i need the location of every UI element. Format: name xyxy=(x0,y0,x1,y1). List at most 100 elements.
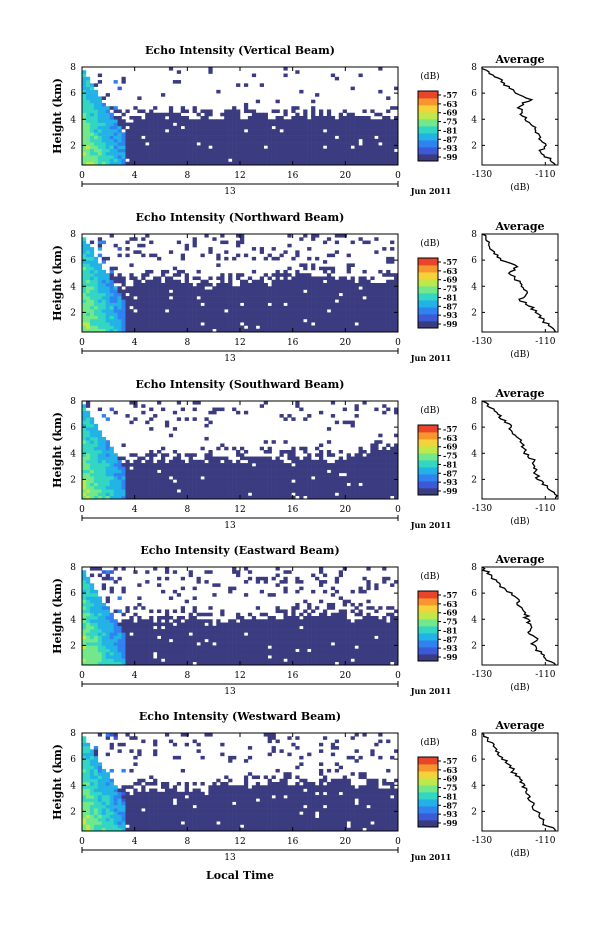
heatmap-cell xyxy=(322,309,328,313)
heatmap-cell xyxy=(164,629,170,633)
heatmap-cell xyxy=(386,161,391,166)
heatmap-cell xyxy=(204,299,209,303)
heatmap-cell xyxy=(382,456,387,461)
heatmap-cell xyxy=(370,283,375,287)
heatmap-cell xyxy=(283,463,288,467)
heatmap-cell xyxy=(101,459,106,464)
heatmap-cell xyxy=(188,135,193,140)
heatmap-cell xyxy=(184,151,189,156)
heatmap-cell xyxy=(283,328,288,333)
heatmap-cell xyxy=(164,148,170,153)
heatmap-cell xyxy=(157,658,162,663)
heatmap-cell xyxy=(184,479,189,483)
heatmap-cell xyxy=(133,661,138,666)
heatmap-cell xyxy=(212,463,217,467)
heatmap-cell xyxy=(164,279,170,284)
heatmap-cell xyxy=(141,119,146,123)
heatmap-cell xyxy=(386,485,391,490)
heatmap-cell xyxy=(334,463,340,467)
heatmap-cell xyxy=(370,299,375,303)
heatmap-cell xyxy=(228,463,233,467)
colorbar-frame xyxy=(417,424,439,496)
heatmap-cell xyxy=(133,106,138,110)
heatmap-cell xyxy=(188,296,193,300)
heatmap-cell xyxy=(161,273,166,277)
heatmap-cell xyxy=(212,456,217,461)
heatmap-cell xyxy=(228,129,233,133)
heatmap-cell xyxy=(184,635,189,640)
heatmap-cell xyxy=(311,286,316,290)
heatmap-cell xyxy=(161,407,166,412)
heatmap-cell xyxy=(176,125,182,130)
heatmap-cell xyxy=(232,645,237,649)
heatmap-cell xyxy=(216,489,221,493)
heatmap-cell xyxy=(243,456,249,461)
heatmap-cell xyxy=(366,318,371,323)
heatmap-cell xyxy=(390,158,395,163)
heatmap-cell xyxy=(200,142,205,146)
heatmap-cell xyxy=(315,142,320,146)
heatmap-cell xyxy=(117,286,122,290)
heatmap-cell xyxy=(322,463,328,467)
heatmap-cell xyxy=(315,479,320,483)
heatmap-cell xyxy=(168,433,174,438)
heatmap-cell xyxy=(204,658,209,663)
heatmap-cell xyxy=(228,283,233,287)
heatmap-cell xyxy=(394,312,399,316)
heatmap-cell xyxy=(354,119,359,123)
heatmap-cell xyxy=(374,112,379,117)
heatmap-cell xyxy=(188,573,193,578)
heatmap-cell xyxy=(149,269,154,274)
heatmap-cell xyxy=(85,642,91,646)
heatmap-cell xyxy=(330,479,336,483)
heatmap-cell xyxy=(291,122,296,127)
heatmap-cell xyxy=(153,106,158,110)
heatmap-cell xyxy=(326,318,332,323)
heatmap-cell xyxy=(228,325,233,330)
heatmap-cell xyxy=(164,619,170,623)
heatmap-cell xyxy=(255,469,261,474)
heatmap-cell xyxy=(271,476,276,480)
y-tick-label: 8 xyxy=(70,230,76,240)
heatmap-cell xyxy=(101,658,106,663)
heatmap-cell xyxy=(109,155,114,159)
heatmap-cell xyxy=(307,463,312,467)
heatmap-cell xyxy=(216,476,221,480)
heatmap-cell xyxy=(322,283,328,287)
heatmap-cell xyxy=(85,322,91,326)
heatmap-cell xyxy=(370,132,375,136)
heatmap-cell xyxy=(133,325,138,330)
heatmap-cell xyxy=(200,145,205,149)
x-tick-label: 0 xyxy=(79,505,85,515)
heatmap-cell xyxy=(350,495,355,500)
heatmap-cell xyxy=(358,237,363,241)
heatmap-cell xyxy=(208,155,213,159)
heatmap-cell xyxy=(334,132,340,136)
heatmap-cell xyxy=(85,145,91,149)
heatmap-cell xyxy=(82,586,87,591)
heatmap-cell xyxy=(232,151,237,156)
heatmap-cell xyxy=(176,638,182,643)
heatmap-cell xyxy=(243,125,249,130)
heatmap-cell xyxy=(97,292,103,297)
heatmap-cell xyxy=(390,279,395,284)
heatmap-cell xyxy=(149,459,154,464)
heatmap-cell xyxy=(192,642,197,646)
heatmap-cell xyxy=(271,289,276,294)
heatmap-cell xyxy=(299,142,304,146)
heatmap-cell xyxy=(161,158,166,163)
heatmap-cell xyxy=(145,145,150,149)
heatmap-cell xyxy=(121,485,126,490)
heatmap-cell xyxy=(216,619,221,623)
heatmap-cell xyxy=(251,269,257,274)
heatmap-cell xyxy=(287,289,292,294)
heatmap-cell xyxy=(243,102,249,107)
heatmap-cell xyxy=(382,312,387,316)
colorbar-tick-label: -69 xyxy=(443,275,458,285)
heatmap-cell xyxy=(366,279,371,284)
heatmap-cell xyxy=(228,305,233,310)
heatmap-cell xyxy=(121,299,126,303)
heatmap-cell xyxy=(89,116,95,120)
heatmap-cell xyxy=(307,158,312,163)
heatmap-cell xyxy=(153,119,158,123)
